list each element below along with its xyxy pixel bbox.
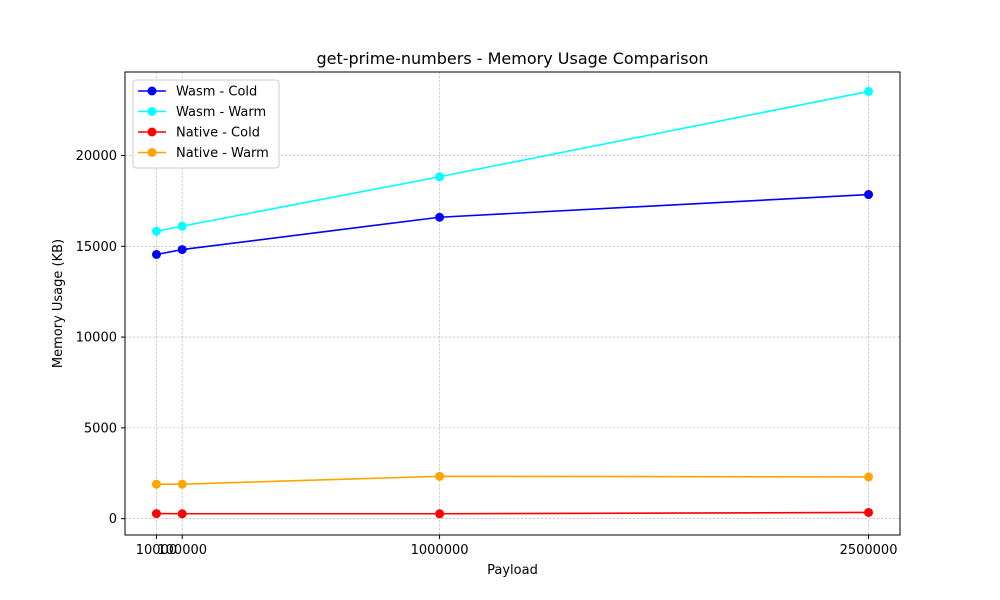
x-tick-label: 100000 — [157, 543, 207, 558]
legend-marker — [147, 148, 157, 157]
legend-label: Native - Cold — [176, 126, 260, 141]
data-point — [435, 212, 445, 222]
data-point — [864, 86, 874, 96]
series-line — [156, 511, 869, 515]
plot-area-frame — [124, 71, 901, 536]
y-tick-label: 0 — [109, 512, 117, 527]
y-tick-label: 20000 — [76, 149, 117, 164]
y-axis-label: Memory Usage (KB) — [51, 239, 66, 368]
series-native-cold — [151, 507, 874, 519]
data-point — [151, 509, 161, 519]
legend-label: Native - Warm — [176, 146, 269, 161]
data-point — [435, 509, 445, 519]
data-point — [177, 221, 187, 231]
legend-marker — [147, 107, 157, 116]
legend-item: Native - Warm — [138, 146, 269, 161]
legend-item: Wasm - Warm — [138, 105, 266, 120]
series-line — [156, 193, 869, 256]
legend-box — [132, 79, 280, 169]
data-point — [864, 507, 874, 517]
legend-item: Wasm - Cold — [138, 85, 257, 100]
y-tick-label: 15000 — [76, 240, 117, 255]
data-point — [151, 226, 161, 236]
series-line — [156, 90, 869, 233]
data-point — [177, 479, 187, 489]
series-line — [156, 475, 869, 485]
chart-title: get-prime-numbers - Memory Usage Compari… — [316, 49, 708, 68]
y-tick-label: 5000 — [84, 421, 117, 436]
series-group — [151, 86, 874, 519]
data-point — [151, 249, 161, 259]
data-point — [864, 472, 874, 482]
data-point — [177, 245, 187, 255]
data-point — [177, 509, 187, 519]
legend-marker — [147, 127, 157, 137]
data-point — [435, 471, 445, 481]
legend: Wasm - Cold Wasm - Warm Native - Cold Nativ… — [132, 79, 280, 169]
x-tick-label: 10000 — [136, 543, 177, 558]
data-point — [151, 479, 161, 489]
x-tick-label: 2500000 — [840, 543, 898, 558]
legend-item: Native - Cold — [138, 126, 260, 141]
data-point — [864, 190, 874, 200]
y-tick-label: 10000 — [76, 331, 117, 346]
series-wasm-warm — [151, 86, 874, 236]
legend-marker — [147, 86, 157, 96]
x-axis-label: Payload — [487, 563, 538, 578]
series-native-warm — [151, 471, 874, 489]
data-point — [435, 172, 445, 182]
legend-label: Wasm - Cold — [176, 85, 257, 100]
legend-label: Wasm - Warm — [176, 105, 266, 120]
x-tick-label: 1000000 — [411, 543, 469, 558]
series-wasm-cold — [151, 190, 874, 259]
